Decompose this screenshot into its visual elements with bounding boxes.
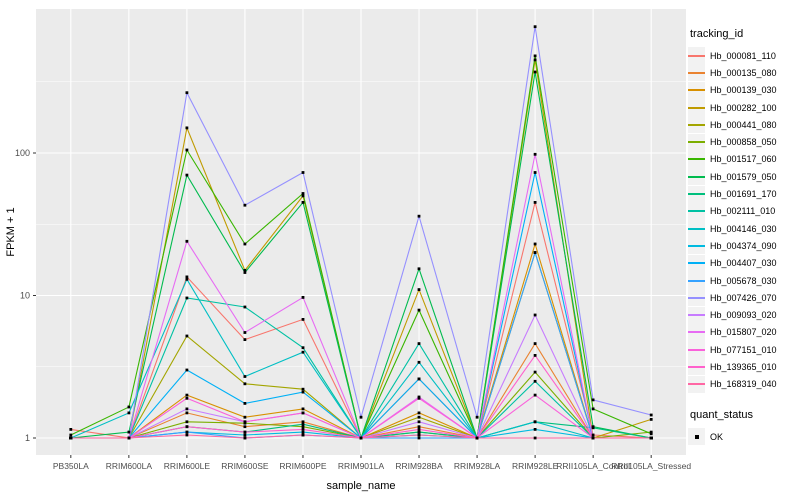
legend-label: Hb_004146_030: [710, 223, 777, 234]
legend-items: Hb_000081_110 Hb_000135_080 Hb_000139_030 H…: [688, 47, 800, 393]
x-tick-label-RRII105LA_Control: RRII105LA_Control: [556, 461, 630, 471]
legend-item-Hb_077151_010: Hb_077151_010: [688, 341, 800, 359]
legend-label: Hb_139365_010: [710, 361, 777, 372]
y-tick-label: 10: [20, 291, 30, 301]
x-tick-label-RRIM928LA: RRIM928LA: [454, 461, 501, 471]
legend-item-Hb_001579_050: Hb_001579_050: [688, 168, 800, 186]
legend-key-line-icon: [688, 64, 705, 82]
legend-label: Hb_004407_030: [710, 258, 777, 269]
quant-status-block: quant_status OK: [688, 408, 800, 446]
x-tick-label-RRIM600LA: RRIM600LA: [106, 461, 153, 471]
legend-item-ok: OK: [688, 428, 800, 446]
x-tick-label-PB350LA: PB350LA: [53, 461, 89, 471]
axes: 1 10 100 PB350LA RRIM600LA RRIM600LE RRIM600SE…: [15, 148, 691, 471]
legend-key-line-icon: [688, 220, 705, 238]
legend-key-line-icon: [688, 47, 705, 65]
legend-title-quant-status: quant_status: [690, 408, 753, 421]
legend-item-Hb_000081_110: Hb_000081_110: [688, 47, 800, 65]
legend-item-Hb_007426_070: Hb_007426_070: [688, 289, 800, 307]
legend-key-line-icon: [688, 185, 705, 203]
x-tick-label-RRIM600PE: RRIM600PE: [279, 461, 327, 471]
legend-item-Hb_009093_020: Hb_009093_020: [688, 306, 800, 324]
legend-label: Hb_000441_080: [710, 119, 777, 130]
legend-label: Hb_015807_020: [710, 327, 777, 338]
legend-item-Hb_004374_090: Hb_004374_090: [688, 237, 800, 255]
legend-key-line-icon: [688, 254, 705, 272]
legend-label: Hb_001517_060: [710, 154, 777, 165]
x-tick-label-RRII105LA_Stressed: RRII105LA_Stressed: [611, 461, 691, 471]
legend-item-Hb_000441_080: Hb_000441_080: [688, 116, 800, 134]
legend-label: Hb_001579_050: [710, 171, 777, 182]
legend-label: Hb_009093_020: [710, 310, 777, 321]
legend-label: Hb_000282_100: [710, 102, 777, 113]
legend-item-Hb_015807_020: Hb_015807_020: [688, 323, 800, 341]
y-tick-label: 100: [15, 148, 30, 158]
legend-item-Hb_000135_080: Hb_000135_080: [688, 64, 800, 82]
legend-key-line-icon: [688, 358, 705, 376]
legend-item-Hb_004146_030: Hb_004146_030: [688, 220, 800, 238]
legend-key-line-icon: [688, 168, 705, 186]
legend-key-line-icon: [688, 150, 705, 168]
legend: tracking_id Hb_000081_110 Hb_000135_080 Hb…: [688, 28, 800, 446]
legend-label: Hb_001691_170: [710, 189, 777, 200]
legend-key-line-icon: [688, 375, 705, 393]
legend-item-Hb_004407_030: Hb_004407_030: [688, 254, 800, 272]
legend-label: Hb_004374_090: [710, 240, 777, 251]
legend-item-Hb_000282_100: Hb_000282_100: [688, 99, 800, 117]
legend-label: Hb_168319_040: [710, 379, 777, 390]
legend-item-Hb_168319_040: Hb_168319_040: [688, 375, 800, 393]
legend-key-line-icon: [688, 99, 705, 117]
legend-key-line-icon: [688, 289, 705, 307]
x-tick-label-RRIM600SE: RRIM600SE: [221, 461, 269, 471]
legend-key-line-icon: [688, 306, 705, 324]
legend-label: Hb_000139_030: [710, 85, 777, 96]
point-marker-icon: [694, 434, 699, 439]
legend-title-tracking-id: tracking_id: [690, 28, 744, 40]
legend-label: Hb_000135_080: [710, 67, 777, 78]
legend-key-line-icon: [688, 81, 705, 99]
legend-key-line-icon: [688, 133, 705, 151]
legend-label: Hb_000081_110: [710, 50, 776, 61]
legend-item-Hb_005678_030: Hb_005678_030: [688, 272, 800, 289]
legend-item-Hb_001517_060: Hb_001517_060: [688, 150, 800, 168]
legend-label: Hb_077151_010: [710, 344, 777, 355]
legend-key: [688, 428, 705, 446]
legend-key-line-icon: [688, 202, 705, 220]
legend-key-line-icon: [688, 272, 705, 289]
x-axis-title: sample_name: [326, 480, 395, 492]
legend-item-Hb_001691_170: Hb_001691_170: [688, 185, 800, 203]
legend-key-line-icon: [688, 323, 705, 341]
y-axis-title: FPKM + 1: [5, 207, 17, 256]
x-tick-label-RRIM928LE: RRIM928LE: [512, 461, 559, 471]
x-tick-label-RRIM901LA: RRIM901LA: [338, 461, 385, 471]
x-tick-label-RRIM928BA: RRIM928BA: [395, 461, 443, 471]
legend-item-Hb_139365_010: Hb_139365_010: [688, 358, 800, 376]
legend-label-ok: OK: [710, 431, 724, 442]
data-points: [69, 25, 653, 440]
y-tick-label: 1: [25, 433, 30, 443]
legend-key-line-icon: [688, 341, 705, 359]
plot-panel: [36, 9, 686, 455]
legend-item-Hb_002111_010: Hb_002111_010: [688, 202, 800, 220]
legend-key-line-icon: [688, 116, 705, 134]
legend-key-line-icon: [688, 237, 705, 255]
legend-label: Hb_002111_010: [710, 206, 776, 217]
legend-item-Hb_000858_050: Hb_000858_050: [688, 133, 800, 151]
legend-label: Hb_007426_070: [710, 292, 777, 303]
x-tick-label-RRIM600LE: RRIM600LE: [164, 461, 211, 471]
legend-label: Hb_005678_030: [710, 275, 777, 286]
legend-item-Hb_000139_030: Hb_000139_030: [688, 81, 800, 99]
legend-label: Hb_000858_050: [710, 137, 777, 148]
